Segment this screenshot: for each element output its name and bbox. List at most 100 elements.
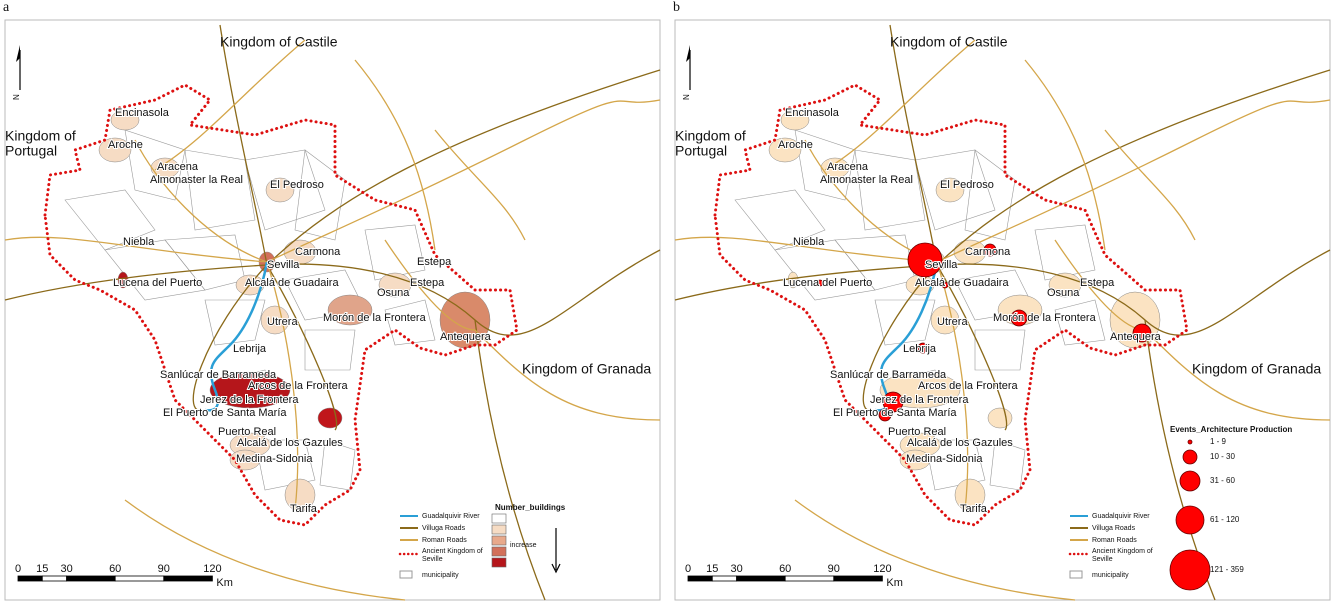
roman-road (474, 329, 661, 421)
legend-bubble (1169, 549, 1211, 591)
legend-note: increase (510, 542, 537, 549)
legend-label: Villuga Roads (422, 525, 466, 532)
place-label: Carmona (295, 246, 341, 258)
legend-label: Ancient Kingdom of (422, 548, 483, 555)
shaded-area (954, 478, 986, 512)
roman-road (384, 239, 476, 331)
roman-road (1024, 59, 1106, 251)
scale-segment (833, 575, 883, 582)
scale-segment (17, 575, 43, 582)
place-label: Estepa (1080, 277, 1115, 289)
shaded-area (265, 177, 295, 203)
scale-label: 90 (158, 563, 170, 575)
legend-label: municipality (422, 572, 459, 579)
north-arrow-head (16, 45, 20, 62)
river (204, 261, 269, 412)
event-bubble (1010, 309, 1028, 327)
region-label: Kingdom of Castile (890, 34, 1008, 50)
roman-road (4, 236, 268, 263)
region-label: Kingdom of Castile (220, 34, 338, 50)
place-label: Aroche (108, 139, 143, 151)
municipality (294, 149, 346, 241)
north-arrow-head (686, 45, 690, 62)
place-label: Sanlúcar de Barrameda (830, 369, 947, 381)
roman-road (124, 499, 406, 601)
municipality (914, 149, 996, 231)
place-label: El Puerto de Santa María (163, 407, 287, 419)
region-label: Kingdom of Granada (522, 361, 651, 377)
place-label: Niebla (123, 236, 155, 248)
legend-label: 61 - 120 (1210, 515, 1240, 524)
roman-road (674, 236, 938, 263)
event-bubble (941, 281, 949, 289)
legend-label: 121 - 359 (1210, 565, 1244, 574)
place-label: Lucena del Puerto (783, 277, 872, 289)
place-label: Aroche (778, 139, 813, 151)
scale-label: 30 (60, 563, 72, 575)
legend-label: 1 - 9 (1210, 437, 1227, 446)
municipality (924, 439, 986, 491)
place-label: Estepa (417, 256, 452, 268)
place-label: Tarifa (960, 503, 988, 515)
place-label: Alcalá de los Gazules (907, 437, 1013, 449)
legend-label: Guadalquivir River (422, 513, 480, 520)
place-label: Osuna (1047, 287, 1080, 299)
municipality (794, 129, 856, 201)
villuga-road (936, 69, 1331, 266)
villuga-road (936, 264, 1008, 431)
roman-road (794, 499, 1076, 601)
municipality (989, 439, 1026, 491)
scale-label: 0 (15, 563, 21, 575)
legend-label: 31 - 60 (1210, 476, 1235, 485)
legend-label: Seville (422, 556, 443, 563)
event-bubble (816, 279, 824, 287)
place-label: Alcalá de Guadaira (915, 277, 1009, 289)
scale-label: 15 (706, 563, 718, 575)
place-label: Osuna (377, 287, 410, 299)
scale-label: 60 (779, 563, 791, 575)
place-label: Encinasola (785, 107, 840, 119)
scale-segment (687, 575, 713, 582)
municipality (184, 149, 256, 231)
legend-title: Number_buildings (495, 503, 566, 512)
roman-road (1144, 329, 1331, 421)
scale-unit: Km (886, 577, 903, 589)
shaded-area (229, 449, 261, 471)
scale-unit: Km (216, 577, 233, 589)
place-label: Encinasola (115, 107, 170, 119)
municipality (64, 189, 156, 251)
municipality (124, 129, 186, 201)
region-label: Kingdom of Granada (1192, 361, 1321, 377)
place-label: Utrera (267, 316, 298, 328)
shaded-area (117, 271, 129, 289)
legend-arrow-head (551, 563, 561, 574)
place-label: Sevilla (267, 259, 300, 271)
place-label: Medina-Sidonia (906, 453, 983, 465)
legend-label: Guadalquivir River (1092, 513, 1150, 520)
place-label: Jerez de la Frontera (200, 394, 299, 406)
place-label: Estepa (410, 277, 445, 289)
place-label: Lucena del Puerto (113, 277, 202, 289)
scale-segment (114, 575, 165, 582)
scale-segment (736, 575, 786, 582)
villuga-road (862, 264, 938, 412)
scale-segment (163, 575, 213, 582)
place-label: Arcos de la Frontera (918, 380, 1019, 392)
scale-segment (711, 575, 737, 582)
region-label: Portugal (5, 143, 57, 159)
legend-municipality (399, 570, 413, 579)
municipality (854, 149, 926, 231)
place-label: Puerto Real (218, 426, 276, 438)
legend-bubble (1179, 470, 1201, 492)
roman-road (154, 39, 306, 171)
place-label: El Puerto de Santa María (833, 407, 957, 419)
legend-label: 10 - 30 (1210, 452, 1235, 461)
municipality (364, 224, 426, 281)
class-swatch (491, 524, 507, 535)
municipality (204, 299, 266, 346)
legend-label: Villuga Roads (1092, 525, 1136, 532)
place-label: Utrera (937, 316, 968, 328)
scale-label: 90 (828, 563, 840, 575)
event-bubble (917, 342, 929, 354)
shaded-area (768, 137, 802, 163)
